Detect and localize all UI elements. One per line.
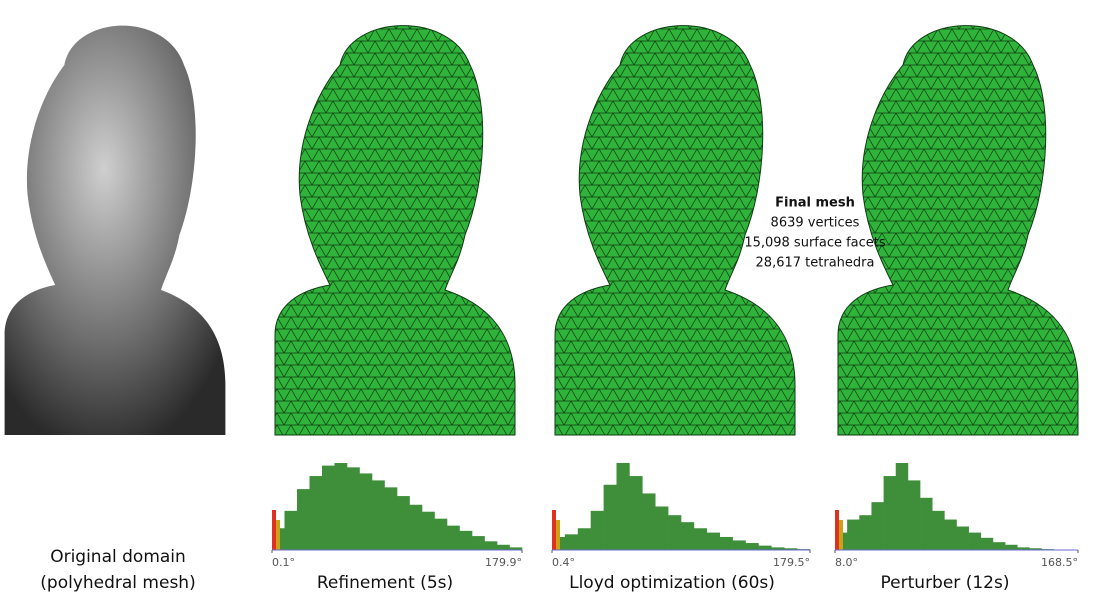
histogram-bar	[484, 541, 498, 550]
final-mesh-line: 15,098 surface facets	[744, 236, 886, 251]
histogram-bar	[784, 548, 798, 550]
x-tick-label: 0.1°	[272, 556, 295, 569]
histogram-bar	[472, 536, 485, 550]
histogram-bar	[322, 465, 335, 550]
histogram-bar	[693, 528, 708, 550]
histogram-bar	[956, 526, 969, 550]
histogram-bar	[745, 543, 759, 550]
histogram-bar	[655, 506, 669, 550]
final-mesh-line: 8639 vertices	[771, 216, 860, 231]
histogram-bar	[297, 489, 310, 550]
histogram-bar	[309, 476, 323, 550]
histogram-bar	[719, 536, 733, 550]
x-tick-label: 168.5°	[1041, 556, 1078, 569]
caption: Refinement (5s)	[317, 573, 453, 593]
histogram-bar	[732, 540, 746, 550]
histogram-bar	[409, 504, 423, 550]
mesh-render	[554, 25, 796, 436]
histogram-bar	[284, 510, 298, 550]
histogram-bar	[459, 530, 473, 550]
histogram-bar	[629, 476, 643, 550]
caption: (polyhedral mesh)	[40, 573, 195, 593]
histogram-bar	[968, 532, 982, 550]
histogram-bar	[1005, 544, 1018, 550]
histogram-bar	[590, 510, 604, 550]
x-tick-label: 0.4°	[552, 556, 575, 569]
x-tick-label: 179.9°	[485, 556, 522, 569]
histogram-bar	[334, 463, 348, 550]
caption: Perturber (12s)	[881, 573, 1010, 593]
histogram-bar	[359, 473, 373, 550]
low-quality-band	[835, 510, 839, 550]
final-mesh-line: 28,617 tetrahedra	[756, 256, 875, 271]
low-quality-band	[552, 510, 556, 550]
histogram-bar	[509, 547, 523, 550]
histogram-bar	[447, 525, 460, 550]
mesh-render	[837, 25, 1079, 436]
histogram-bar	[706, 532, 720, 550]
histogram-bar	[497, 544, 510, 550]
low-quality-band	[276, 520, 280, 550]
low-quality-band	[839, 520, 843, 550]
histogram-bar	[944, 519, 957, 550]
mesh-render	[274, 25, 516, 436]
histogram-bar	[758, 545, 772, 550]
low-quality-band	[556, 520, 560, 550]
histogram-bar	[616, 463, 630, 550]
histogram-bar	[992, 542, 1006, 550]
histogram-bar	[422, 511, 435, 550]
histogram-bar	[1017, 547, 1030, 550]
histogram-bar	[895, 463, 909, 550]
histogram-bar	[907, 480, 921, 550]
histogram-bar	[564, 534, 579, 550]
histogram-bar	[883, 476, 897, 550]
caption: Original domain	[50, 547, 186, 567]
histogram-bar	[1029, 548, 1042, 550]
histogram-bar	[920, 497, 933, 550]
caption: Lloyd optimization (60s)	[569, 573, 775, 593]
histogram-bar	[384, 487, 398, 550]
histogram-bar	[397, 496, 410, 550]
histogram-bar	[871, 502, 884, 550]
histogram-bar	[681, 522, 695, 550]
x-tick-label: 179.5°	[773, 556, 810, 569]
original-render	[4, 25, 226, 436]
histogram-bar	[668, 515, 682, 550]
histogram-bar	[372, 480, 385, 550]
low-quality-band	[272, 510, 276, 550]
histogram-bar	[847, 519, 860, 550]
histogram-bar	[771, 547, 785, 550]
histogram-bar	[859, 515, 872, 550]
final-mesh-title: Final mesh	[775, 196, 855, 211]
histogram-bar	[932, 510, 945, 550]
histogram-bar	[347, 467, 360, 550]
histogram-bar	[980, 537, 994, 550]
histogram-bar	[642, 493, 656, 550]
histogram-bar	[603, 484, 617, 550]
histogram-bar	[577, 528, 591, 550]
histogram-bar	[434, 518, 448, 550]
x-tick-label: 8.0°	[835, 556, 858, 569]
